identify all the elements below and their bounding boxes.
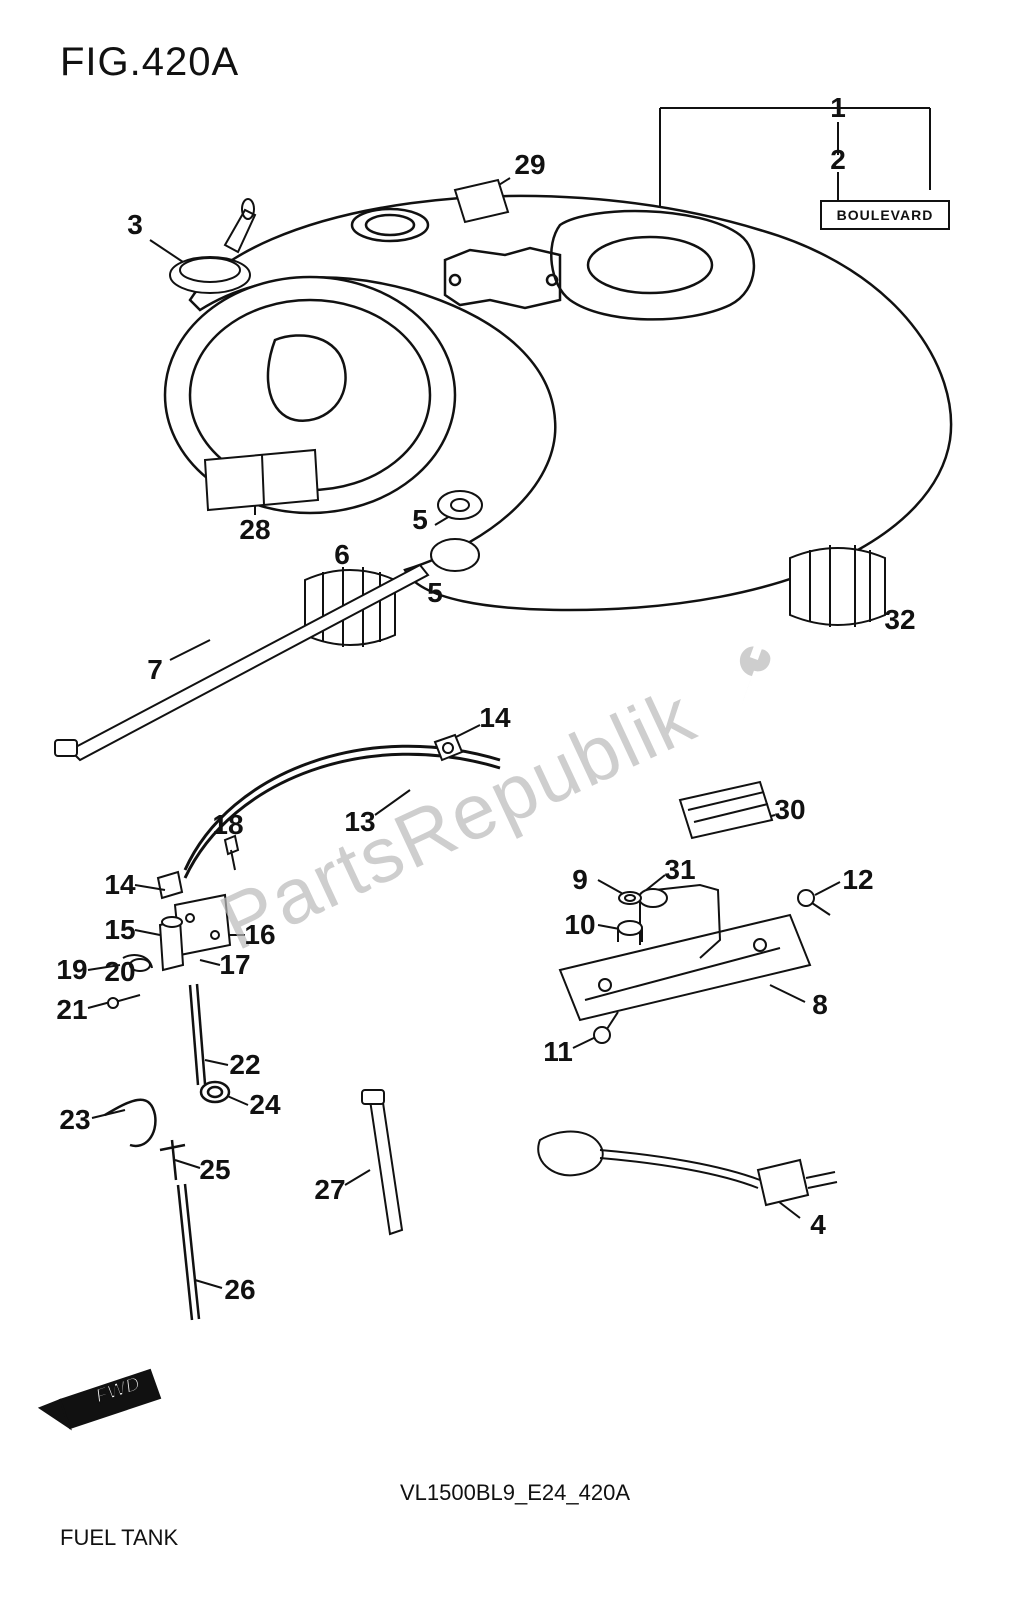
callout-24: 24 <box>249 1089 280 1121</box>
callout-4: 4 <box>810 1209 826 1241</box>
callout-15: 15 <box>104 914 135 946</box>
callout-9: 9 <box>572 864 588 896</box>
sensor-4 <box>538 1132 837 1205</box>
callout-8: 8 <box>812 989 828 1021</box>
callout-18: 18 <box>212 809 243 841</box>
callout-19: 19 <box>56 954 87 986</box>
fuel-cap <box>170 199 255 293</box>
footer-name: FUEL TANK <box>60 1525 178 1551</box>
callout-12: 12 <box>842 864 873 896</box>
callout-2: 2 <box>830 144 846 176</box>
diagram-page: FIG.420A BOULEVARD <box>0 0 1012 1600</box>
callout-11: 11 <box>543 1036 573 1068</box>
callout-23: 23 <box>59 1104 90 1136</box>
callout-29: 29 <box>514 149 545 181</box>
callout-21: 21 <box>56 994 87 1026</box>
callout-31: 31 <box>664 854 695 886</box>
fwd-arrow-icon: FWD <box>40 1370 160 1428</box>
callout-10: 10 <box>564 909 595 941</box>
footer-code: VL1500BL9_E24_420A <box>400 1480 630 1506</box>
callout-14: 14 <box>479 702 510 734</box>
callout-26: 26 <box>224 1274 255 1306</box>
callout-6: 6 <box>334 539 350 571</box>
drain-tubes <box>105 984 229 1320</box>
callout-32: 32 <box>884 604 915 636</box>
cushion-32 <box>790 545 885 627</box>
callout-20: 20 <box>104 956 135 988</box>
callout-22: 22 <box>229 1049 260 1081</box>
callout-27: 27 <box>314 1174 345 1206</box>
label-plate-28 <box>205 450 318 510</box>
callout-16: 16 <box>244 919 275 951</box>
exploded-diagram: FWD <box>0 0 1012 1600</box>
callout-5: 5 <box>412 504 428 536</box>
callout-28: 28 <box>239 514 270 546</box>
callout-17: 17 <box>219 949 250 981</box>
callout-7: 7 <box>147 654 163 686</box>
tie-strap-7 <box>55 565 428 760</box>
callout-14: 14 <box>104 869 135 901</box>
callout-13: 13 <box>344 806 375 838</box>
clip-band-27 <box>362 1090 402 1234</box>
grommet-5 <box>431 491 482 571</box>
callout-1: 1 <box>830 92 846 124</box>
callout-5: 5 <box>427 577 443 609</box>
callout-30: 30 <box>774 794 805 826</box>
callout-25: 25 <box>199 1154 230 1186</box>
callout-3: 3 <box>127 209 143 241</box>
